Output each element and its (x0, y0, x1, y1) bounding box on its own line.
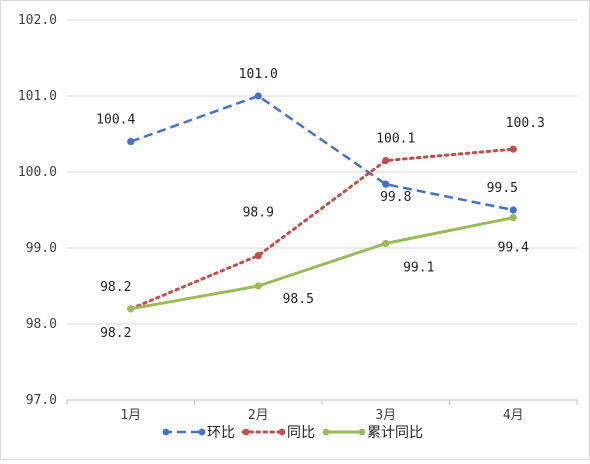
data-label: 99.8 (380, 190, 411, 205)
y-tick-label: 98.0 (26, 317, 57, 332)
gridlines (67, 19, 577, 401)
legend-marker (278, 428, 286, 436)
legend-marker (162, 428, 170, 436)
data-point (254, 252, 262, 260)
data-label: 98.2 (100, 280, 131, 295)
legend-label: 累计同比 (367, 425, 423, 441)
x-tick-label: 4月 (503, 408, 524, 423)
data-label: 101.0 (239, 67, 278, 82)
data-point (127, 138, 135, 146)
y-tick-label: 102.0 (18, 13, 57, 28)
legend-label: 同比 (287, 425, 315, 441)
legend-marker (242, 428, 250, 436)
data-point (254, 92, 262, 100)
legend-marker (358, 428, 366, 436)
legend-marker (198, 428, 206, 436)
legend-item-2: 同比 (241, 425, 315, 441)
data-label: 98.5 (283, 292, 314, 307)
data-label: 98.9 (243, 206, 274, 221)
series-lines (127, 92, 517, 313)
data-point (509, 214, 517, 222)
x-tick-label: 2月 (248, 408, 269, 423)
legend-label: 环比 (207, 425, 235, 441)
legend-item-3: 累计同比 (322, 425, 423, 441)
data-point (509, 145, 517, 153)
x-tick-label: 1月 (120, 408, 141, 423)
y-tick-label: 99.0 (26, 241, 57, 256)
data-label: 98.2 (100, 326, 131, 341)
data-point (127, 305, 135, 313)
legend-item-1: 环比 (162, 425, 235, 441)
legend: 环比 同比 累计同比 (162, 425, 423, 441)
data-label: 99.1 (403, 260, 434, 275)
legend-marker (322, 428, 330, 436)
data-point (509, 206, 517, 214)
y-tick-label: 97.0 (26, 393, 57, 408)
data-point (382, 239, 390, 248)
series-line-1 (130, 94, 514, 212)
data-label: 100.1 (376, 132, 415, 147)
axes: 97.0 98.0 99.0 100.0 101.0 102.0 1月 2月 3月 4月 (18, 13, 578, 423)
data-label: 100.3 (506, 116, 545, 131)
data-point (382, 180, 390, 188)
series-line-3 (130, 216, 514, 311)
data-label: 100.4 (96, 113, 135, 128)
data-label: 99.4 (498, 241, 529, 256)
x-tick-label: 3月 (375, 408, 396, 423)
y-tick-label: 101.0 (18, 89, 57, 104)
data-label: 99.5 (487, 181, 518, 196)
data-point (382, 157, 390, 165)
data-point (254, 282, 262, 290)
y-tick-label: 100.0 (18, 165, 57, 180)
series-line-2 (129, 147, 515, 311)
data-labels: 100.4 101.0 99.8 99.5 98.2 98.9 100.1 100.3 98.2… (96, 67, 545, 341)
